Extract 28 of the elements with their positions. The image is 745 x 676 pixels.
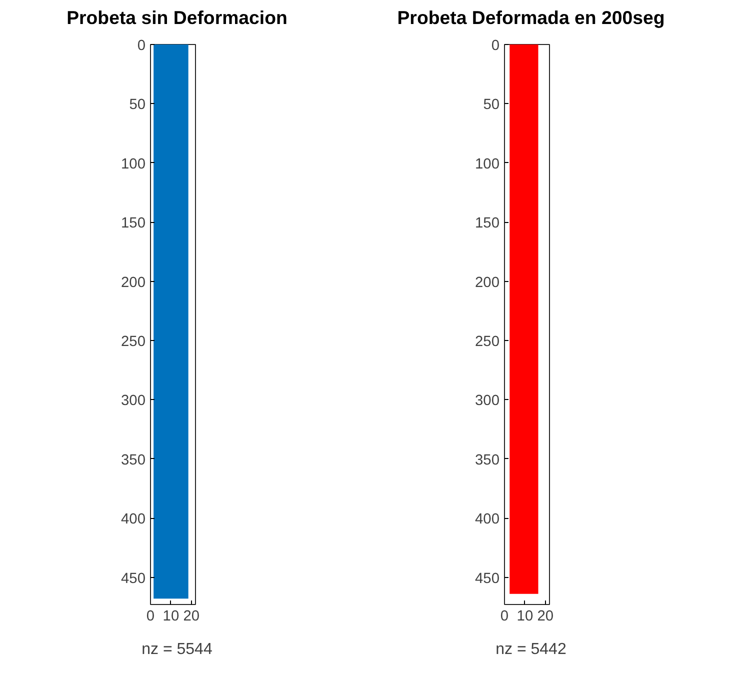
y-tick-label: 400 [475,512,500,528]
x-axis-title: nz = 5442 [496,640,566,660]
y-tick-label: 200 [121,274,146,291]
y-tick-label: 250 [475,334,500,350]
y-tick-label: 450 [475,570,500,587]
y-tick-label: 250 [121,334,146,350]
x-tick-label: 20 [183,608,200,624]
chart-title: Probeta Deformada en 200seg [397,6,665,30]
y-tick-label: 350 [121,452,146,468]
x-tick-label: 10 [162,608,180,624]
y-tick-label: 300 [475,393,500,410]
y-tick-label: 200 [475,274,500,291]
x-tick-label: 10 [516,608,534,624]
y-tick-label: 0 [137,38,146,54]
y-tick-label: 0 [491,38,500,54]
y-tick-label: 450 [121,570,146,587]
y-tick-label: 300 [121,393,146,410]
x-tick-label: 20 [537,608,554,624]
x-axis-title: nz = 5544 [142,640,212,660]
chart-title: Probeta sin Deformacion [66,6,288,30]
y-tick-label: 350 [475,452,500,468]
y-tick-label: 150 [475,216,500,232]
y-tick-label: 100 [475,156,500,172]
y-tick-label: 100 [121,156,146,172]
y-tick-label: 150 [121,216,146,232]
y-tick-label: 400 [121,512,146,528]
y-tick-label: 50 [129,97,146,114]
y-tick-label: 50 [483,97,500,114]
